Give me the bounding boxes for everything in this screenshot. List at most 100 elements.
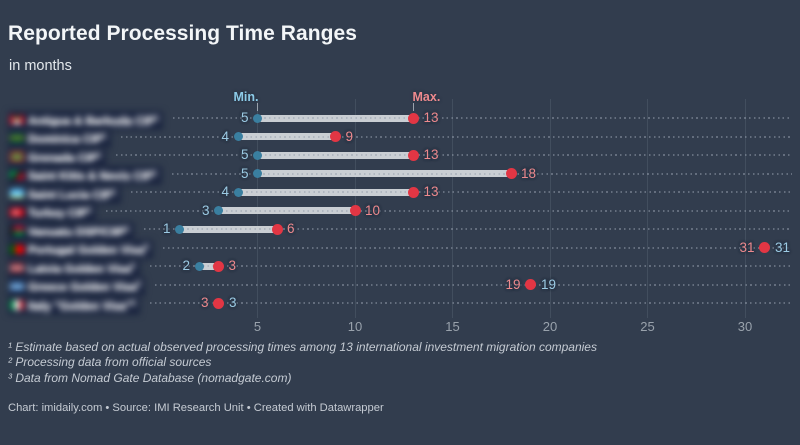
program-label: Turkey CIP1 [8, 203, 97, 223]
program-label: Greece Golden Visa2 [8, 277, 146, 297]
program-label: Antigua & Barbuda CIP1 [8, 110, 164, 130]
max-annotation-connector [412, 103, 415, 111]
chart-footnotes: ¹ Estimate based on actual observed proc… [8, 340, 597, 386]
program-label-text: Saint Kitts & Nevis CIP1 [28, 170, 157, 184]
max-value-label: 6 [287, 221, 295, 237]
min-value-label: 1 [162, 221, 171, 237]
x-axis-tick-label: 25 [640, 319, 655, 334]
program-label: Portugal Golden Visa3 [8, 240, 153, 260]
min-value-label: 3 [201, 202, 210, 218]
x-axis-tick-label: 30 [737, 319, 753, 334]
footnote-line: ¹ Estimate based on actual observed proc… [8, 340, 597, 354]
min-value-label: 4 [221, 128, 229, 144]
country-flag-icon [10, 226, 24, 236]
program-label-text: Turkey CIP1 [28, 207, 92, 221]
program-label-text: Vanuatu DSP/CIIP1 [28, 225, 130, 239]
x-axis-tick-label: 20 [542, 319, 558, 334]
row-guide-dotted-line [150, 265, 792, 268]
min-dot[interactable] [253, 169, 262, 179]
min-dot[interactable] [233, 132, 243, 142]
x-axis-tick-label: 5 [253, 319, 262, 334]
program-label-text: Dominica CIP1 [28, 133, 107, 147]
max-dot[interactable] [330, 131, 341, 143]
max-value-label: 10 [365, 202, 381, 218]
max-value-label: 13 [423, 184, 439, 200]
max-dot[interactable] [213, 260, 224, 272]
program-label: Saint Lucia CIP1 [8, 184, 121, 204]
program-label: Saint Kitts & Nevis CIP1 [8, 166, 162, 186]
min-dot[interactable] [233, 187, 243, 197]
min-dot[interactable] [214, 206, 223, 216]
country-flag-icon [10, 263, 24, 273]
min-annotation-connector [256, 103, 259, 111]
max-dot[interactable] [271, 223, 283, 235]
min-value-label: 4 [221, 184, 229, 200]
chart-subtitle: in months [9, 58, 72, 74]
program-label-text: Grenada CIP1 [28, 151, 101, 165]
max-dot[interactable] [349, 205, 361, 217]
min-annotation-label: Min. [233, 90, 259, 104]
min-value-label: 3 [229, 295, 237, 311]
max-dot[interactable] [525, 279, 536, 291]
row-guide-dotted-line [144, 228, 792, 231]
program-label-text: Saint Lucia CIP1 [28, 188, 116, 202]
country-flag-icon [10, 244, 24, 255]
max-dot[interactable] [759, 242, 770, 254]
x-gridline [549, 99, 551, 318]
footnote-line: ³ Data from Nomad Gate Database (nomadga… [8, 370, 292, 385]
row-guide-dotted-line [121, 135, 792, 138]
country-flag-icon [10, 115, 24, 125]
country-flag-icon [10, 133, 24, 144]
x-axis-tick-label: 10 [347, 319, 363, 334]
max-value-label: 13 [423, 110, 439, 126]
max-dot[interactable] [505, 168, 517, 180]
country-flag-icon [10, 152, 24, 162]
row-guide-dotted-line [173, 117, 792, 120]
x-axis-tick-label: 15 [445, 319, 460, 334]
max-dot[interactable] [408, 112, 419, 124]
country-flag-icon [10, 170, 24, 181]
max-value-label: 3 [228, 258, 237, 274]
min-dot[interactable] [253, 113, 262, 123]
country-flag-icon [10, 300, 24, 310]
row-guide-dotted-line [116, 154, 792, 157]
max-value-label: 9 [345, 128, 354, 144]
country-flag-icon [10, 207, 24, 218]
country-flag-icon [10, 281, 24, 292]
min-dot[interactable] [194, 261, 204, 271]
max-value-label: 18 [521, 165, 537, 181]
min-value-label: 19 [541, 276, 557, 292]
row-guide-dotted-line [106, 209, 792, 212]
row-guide-dotted-line [131, 191, 792, 194]
max-dot[interactable] [213, 297, 224, 309]
program-label: Dominica CIP1 [8, 129, 112, 149]
program-label: Italy "Golden Visa"2 [8, 295, 141, 315]
max-value-label: 19 [505, 276, 521, 292]
min-value-label: 5 [240, 110, 249, 126]
x-gridline [744, 99, 746, 318]
x-gridline [647, 99, 648, 318]
footnote-line: ² Processing data from official sources [8, 355, 212, 370]
min-dot[interactable] [253, 150, 262, 160]
min-dot[interactable] [175, 224, 184, 234]
country-flag-icon [10, 189, 24, 199]
max-annotation-label: Max. [412, 90, 441, 104]
program-label-text: Latvia Golden Visa2 [28, 262, 135, 276]
min-value-label: 5 [240, 165, 249, 181]
program-label: Vanuatu DSP/CIIP1 [8, 221, 135, 241]
chart-title: Reported Processing Time Ranges [8, 22, 357, 45]
max-value-label: 31 [739, 239, 755, 255]
row-guide-dotted-line [172, 172, 792, 175]
max-dot[interactable] [408, 149, 419, 161]
program-label-text: Greece Golden Visa2 [28, 281, 141, 295]
row-guide-dotted-line [155, 283, 792, 286]
program-label-text: Italy "Golden Visa"2 [28, 299, 136, 313]
program-label-text: Antigua & Barbuda CIP1 [28, 114, 159, 128]
program-label: Latvia Golden Visa2 [8, 258, 140, 278]
min-value-label: 31 [775, 239, 791, 255]
min-value-label: 2 [182, 258, 190, 274]
max-dot[interactable] [408, 186, 419, 198]
row-guide-dotted-line [163, 246, 792, 249]
x-gridline [452, 99, 453, 318]
